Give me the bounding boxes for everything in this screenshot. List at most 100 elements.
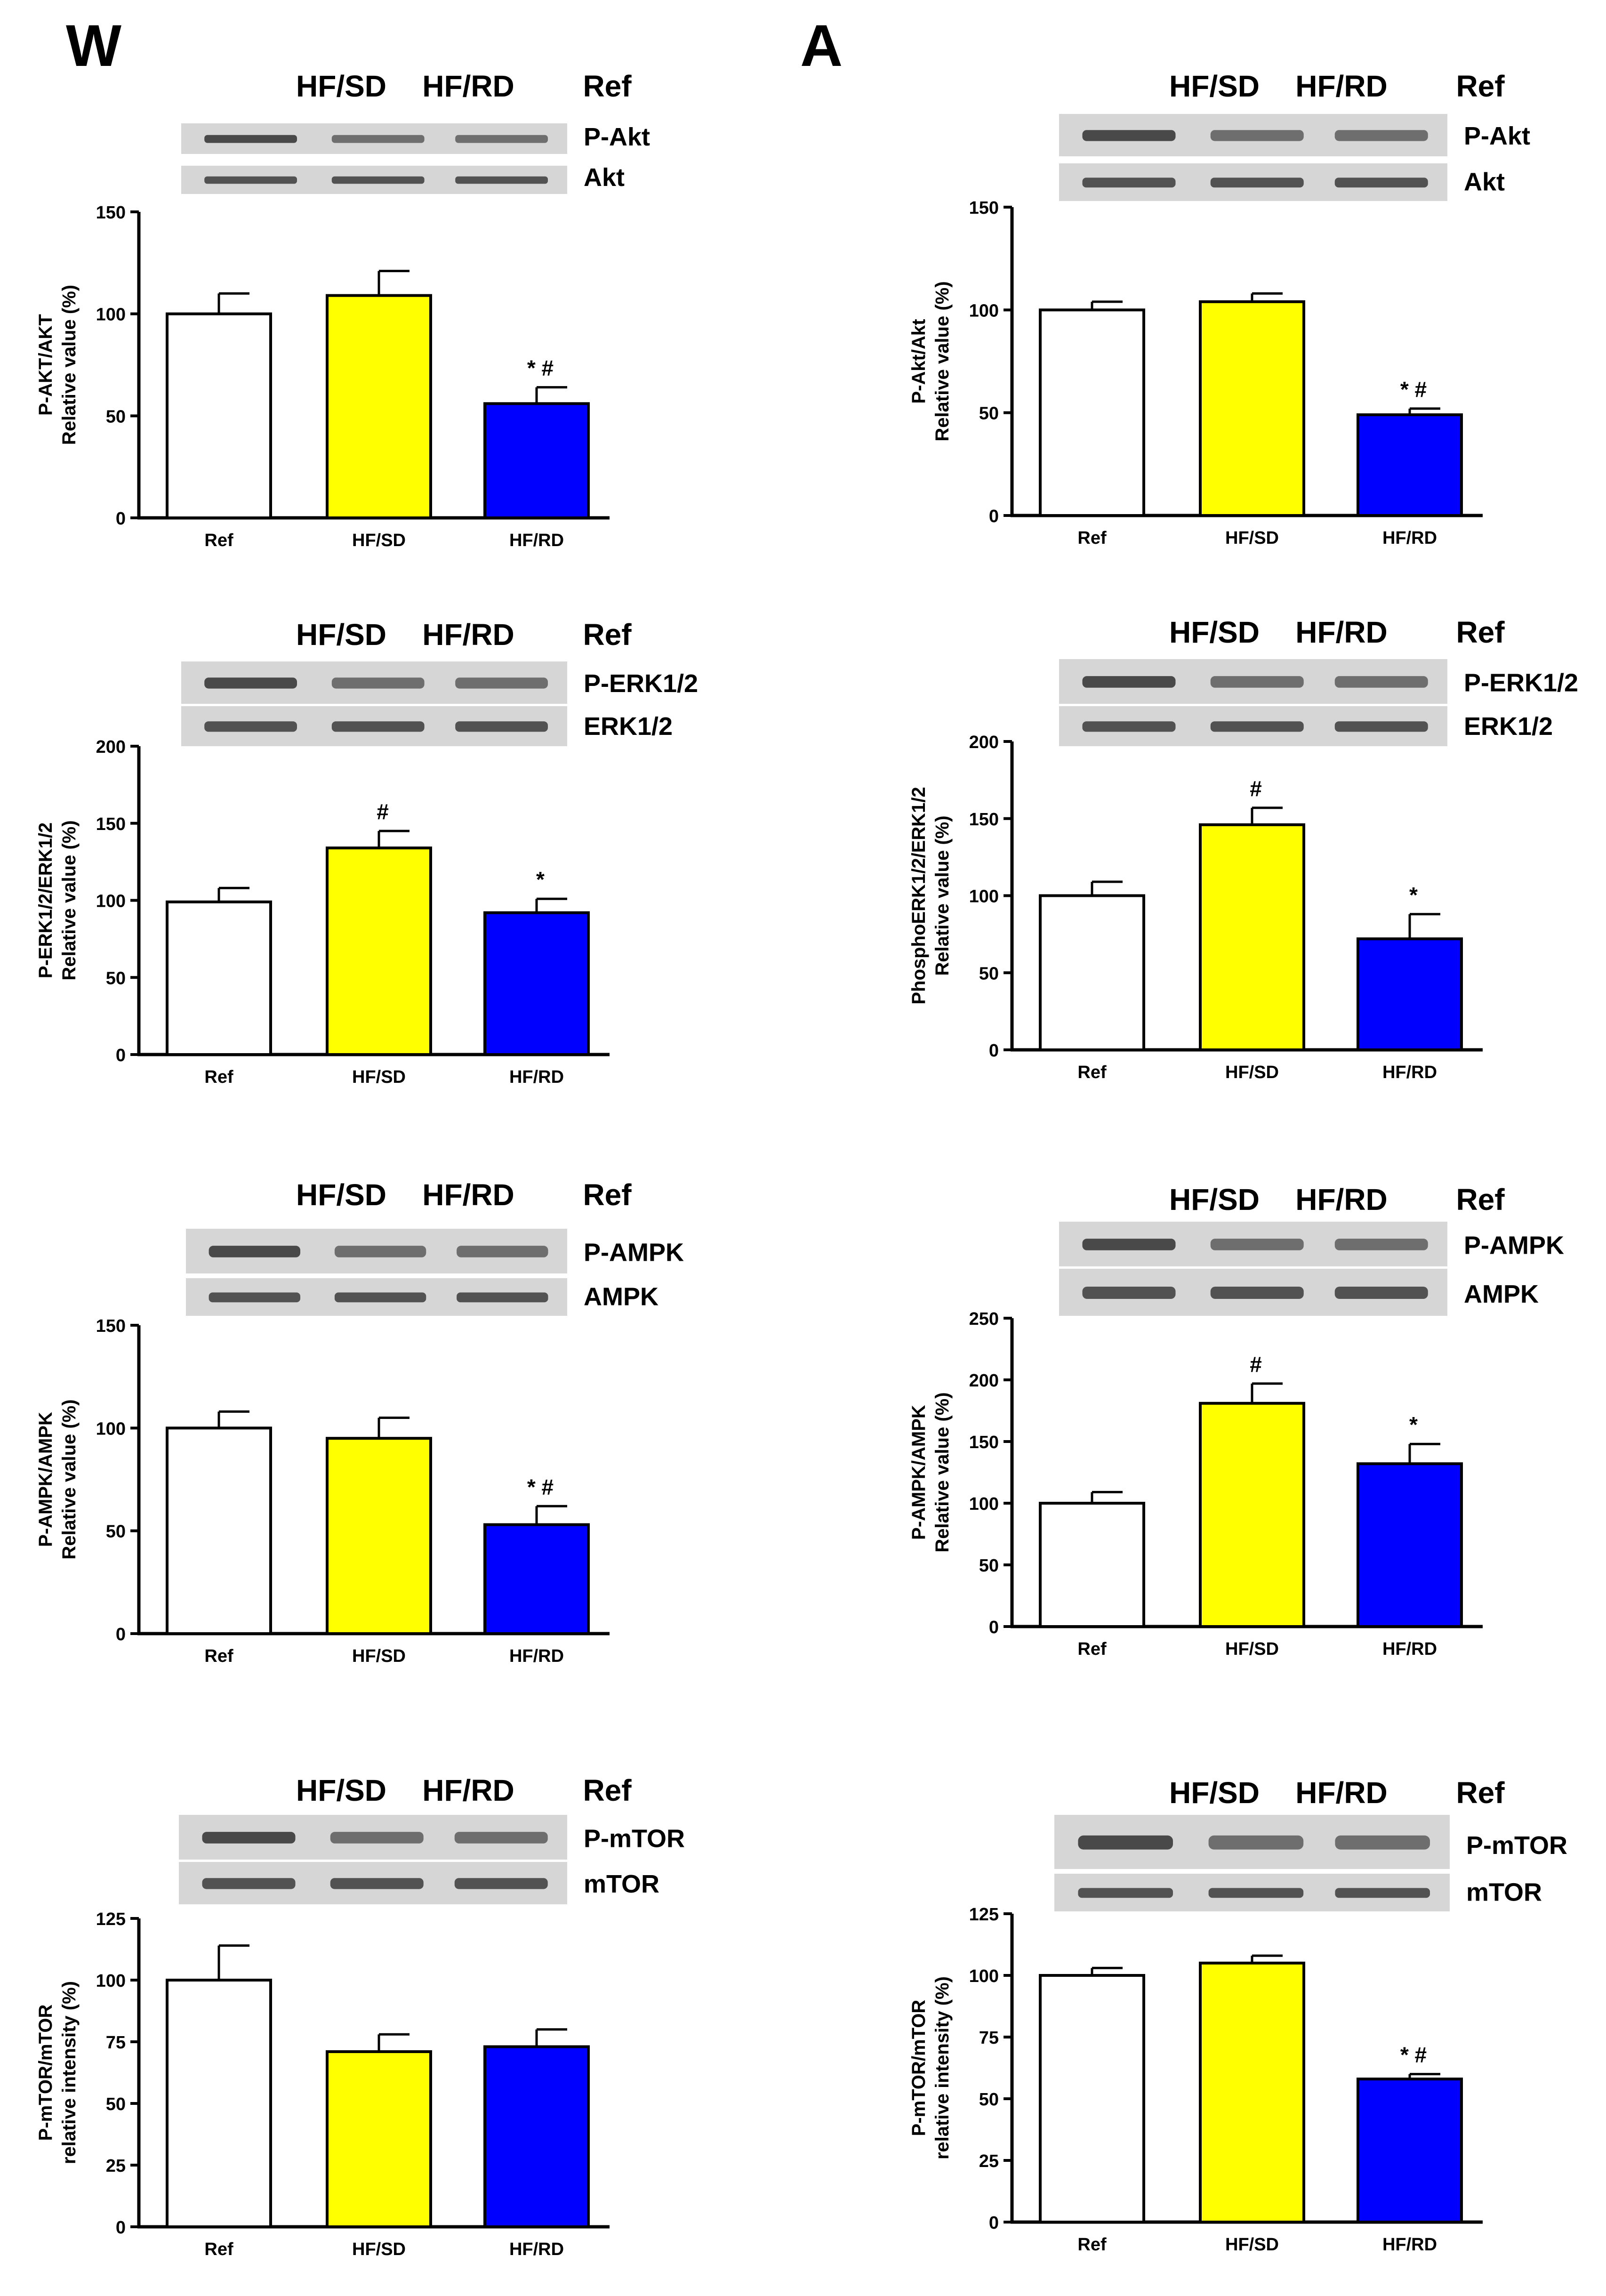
blot-lane-label: HF/SD <box>296 1773 386 1807</box>
blot-band <box>334 1292 426 1303</box>
blot-protein-label: P-AMPK <box>584 1238 684 1266</box>
y-tick-label: 200 <box>969 1371 999 1391</box>
y-axis-label: Relative value (%) <box>59 285 80 445</box>
x-tick-label: HF/SD <box>1225 1063 1279 1082</box>
y-axis-label: P-AKT/AKT <box>35 314 56 416</box>
x-tick-label: HF/RD <box>509 1646 564 1666</box>
bar-hf-sd <box>326 1437 432 1635</box>
blot-band <box>455 176 548 184</box>
x-tick-label: HF/SD <box>352 1646 406 1666</box>
blot-band <box>202 1832 296 1844</box>
bar-ref <box>1039 308 1145 517</box>
blot-band <box>1082 1239 1176 1250</box>
blot-band <box>1335 1888 1430 1898</box>
blot-band <box>1334 1239 1428 1250</box>
blot-band <box>1210 130 1304 141</box>
x-tick-label: HF/RD <box>1382 528 1437 548</box>
x-tick-label: HF/SD <box>352 1067 406 1087</box>
x-tick-label: Ref <box>204 2240 233 2259</box>
blot-band <box>454 1832 548 1844</box>
blot-band <box>455 135 548 143</box>
y-tick-label: 0 <box>116 2218 126 2238</box>
blot-lane-label: HF/RD <box>1295 1776 1388 1810</box>
blot-band <box>331 135 425 143</box>
significance-label: * <box>1409 883 1418 907</box>
y-tick-label: 50 <box>106 2095 126 2114</box>
y-tick-label: 100 <box>96 1419 126 1439</box>
blot-lane-label: HF/SD <box>296 1178 386 1212</box>
blot-band <box>1208 1888 1304 1898</box>
blot-lane-label: HF/SD <box>1169 1183 1260 1216</box>
y-axis-label: P-mTOR/mTOR <box>908 2000 929 2136</box>
blot-band <box>331 176 425 184</box>
bar-hf-rd <box>483 2045 590 2228</box>
y-tick-label: 100 <box>969 301 999 321</box>
blot-band <box>457 1292 548 1303</box>
y-tick-label: 100 <box>96 1971 126 1991</box>
chart-panel-a-4: HF/SD HF/RD Ref P-mTOR mTOR 0 25 50 75 100 125 P-mT… <box>908 1776 1567 2255</box>
blot-lane-label: HF/RD <box>422 618 514 652</box>
y-tick-label: 0 <box>116 509 126 529</box>
blot-band <box>330 1878 424 1889</box>
blot-band <box>1334 177 1428 188</box>
blot-band <box>1334 1287 1428 1299</box>
blot-band <box>1078 1888 1173 1898</box>
y-axis-label: Relative value (%) <box>932 815 953 975</box>
blot-lane-label: HF/RD <box>422 1773 514 1807</box>
bar-hf-rd <box>483 911 590 1056</box>
blot-band <box>331 721 425 732</box>
blot-band <box>1210 721 1304 732</box>
chart-panel-w-4: HF/SD HF/RD Ref P-mTOR mTOR 0 25 50 75 100 125 P-mT… <box>35 1773 685 2259</box>
blot-band <box>204 721 297 732</box>
blot-band <box>209 1246 300 1257</box>
x-tick-label: HF/RD <box>1382 2235 1437 2255</box>
y-axis-label: P-AMPK/AMPK <box>908 1405 929 1540</box>
y-tick-label: 50 <box>106 407 126 427</box>
significance-label: * # <box>527 356 554 380</box>
blot-lane-label: Ref <box>1456 1183 1505 1216</box>
blot-band <box>454 1878 548 1889</box>
bar-ref <box>166 1979 272 2228</box>
blot-protein-label: AMPK <box>584 1283 658 1311</box>
y-tick-label: 50 <box>979 964 999 983</box>
x-tick-label: Ref <box>204 531 233 550</box>
y-axis-label: Relative value (%) <box>59 820 80 980</box>
blot-lane-label: HF/RD <box>1295 615 1388 649</box>
blot-band <box>1210 676 1304 688</box>
significance-label: * # <box>1400 2043 1427 2067</box>
bar-hf-rd <box>1357 413 1463 517</box>
bar-hf-rd <box>483 402 590 519</box>
bar-hf-rd <box>483 1523 590 1635</box>
x-tick-label: Ref <box>1077 2235 1107 2255</box>
blot-lane-label: Ref <box>583 69 632 103</box>
blot-band <box>1208 1835 1304 1850</box>
blot-protein-label: ERK1/2 <box>1464 712 1553 741</box>
blot-lane-label: Ref <box>1456 1776 1505 1810</box>
y-axis-label: P-mTOR/mTOR <box>35 2005 56 2141</box>
x-tick-label: Ref <box>204 1067 233 1087</box>
y-axis-label: relative intensity (%) <box>59 1981 80 2164</box>
blot-band <box>1334 676 1428 688</box>
y-tick-label: 150 <box>96 814 126 834</box>
x-tick-label: HF/RD <box>509 1067 564 1087</box>
blot-band <box>204 176 297 184</box>
x-tick-label: Ref <box>1077 528 1107 548</box>
blot-protein-label: P-ERK1/2 <box>584 669 698 698</box>
y-tick-label: 100 <box>96 892 126 911</box>
y-tick-label: 75 <box>979 2028 999 2048</box>
y-axis-label: relative intensity (%) <box>932 1976 953 2159</box>
blot-band <box>209 1292 300 1303</box>
bar-hf-sd <box>326 2050 432 2228</box>
y-tick-label: 250 <box>969 1309 999 1329</box>
blot-lane-label: Ref <box>583 1773 632 1807</box>
y-tick-label: 150 <box>96 203 126 223</box>
y-tick-label: 100 <box>96 305 126 325</box>
y-tick-label: 150 <box>969 810 999 830</box>
x-tick-label: HF/RD <box>509 531 564 550</box>
blot-protein-label: AMPK <box>1464 1280 1539 1308</box>
y-tick-label: 150 <box>969 198 999 218</box>
blot-band <box>1082 721 1176 732</box>
y-tick-label: 0 <box>989 2213 999 2233</box>
